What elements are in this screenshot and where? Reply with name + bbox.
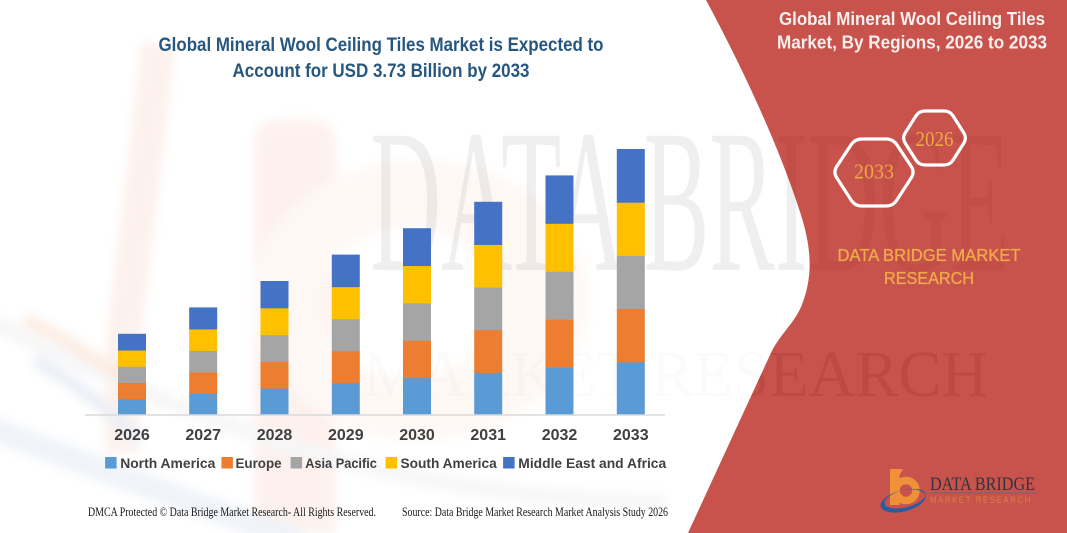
svg-text:Middle East and Africa: Middle East and Africa xyxy=(518,455,666,471)
svg-text:Source: Data Bridge Market Res: Source: Data Bridge Market Research Mark… xyxy=(402,505,668,519)
svg-text:2030: 2030 xyxy=(399,427,435,444)
svg-text:DMCA Protected © Data Bridge M: DMCA Protected © Data Bridge Market Rese… xyxy=(88,505,376,519)
svg-text:2033: 2033 xyxy=(613,427,649,444)
svg-text:DATA BRIDGE: DATA BRIDGE xyxy=(930,474,1035,495)
svg-text:2029: 2029 xyxy=(328,427,364,444)
svg-text:Asia Pacific: Asia Pacific xyxy=(305,455,377,471)
svg-text:RESEARCH: RESEARCH xyxy=(884,268,974,288)
svg-text:2026: 2026 xyxy=(916,127,954,151)
svg-text:2032: 2032 xyxy=(542,427,578,444)
svg-text:2033: 2033 xyxy=(854,160,894,184)
svg-text:DATA BRIDGE MARKET: DATA BRIDGE MARKET xyxy=(838,245,1021,265)
svg-text:2027: 2027 xyxy=(185,427,221,444)
svg-text:MARKET RESEARCH: MARKET RESEARCH xyxy=(930,495,1032,505)
svg-text:2031: 2031 xyxy=(470,427,506,444)
svg-text:2028: 2028 xyxy=(257,427,293,444)
svg-text:2026: 2026 xyxy=(114,427,150,444)
svg-text:Market, By Regions, 2026 to 20: Market, By Regions, 2026 to 2033 xyxy=(777,32,1047,53)
svg-text:Global Mineral Wool Ceiling Ti: Global Mineral Wool Ceiling Tiles xyxy=(779,8,1045,29)
svg-text:Europe: Europe xyxy=(236,455,282,471)
svg-text:Global Mineral Wool Ceiling Ti: Global Mineral Wool Ceiling Tiles Market… xyxy=(159,34,604,56)
svg-text:Account for USD 3.73 Billion b: Account for USD 3.73 Billion by 2033 xyxy=(233,60,530,82)
svg-text:South America: South America xyxy=(401,455,497,471)
svg-text:North America: North America xyxy=(120,455,215,471)
